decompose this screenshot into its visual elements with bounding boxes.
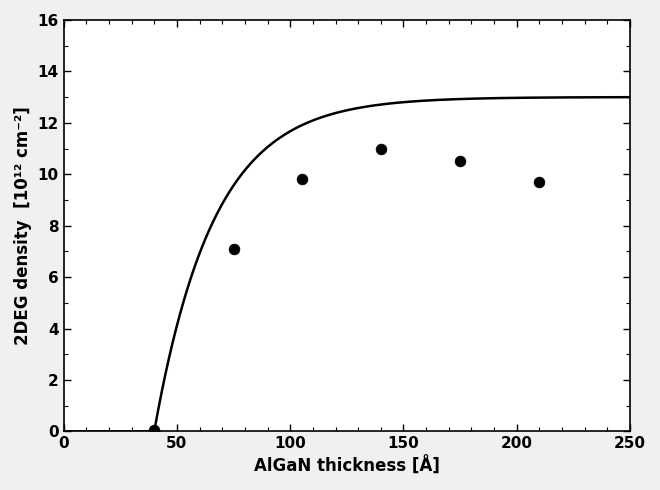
- Point: [534, 178, 544, 186]
- Point: [376, 145, 386, 152]
- Point: [296, 175, 307, 183]
- Point: [149, 426, 160, 434]
- Point: [228, 245, 239, 253]
- Y-axis label: 2DEG density  [10¹² cm⁻²]: 2DEG density [10¹² cm⁻²]: [14, 106, 32, 345]
- Point: [455, 157, 465, 165]
- X-axis label: AlGaN thickness [Å]: AlGaN thickness [Å]: [254, 457, 440, 476]
